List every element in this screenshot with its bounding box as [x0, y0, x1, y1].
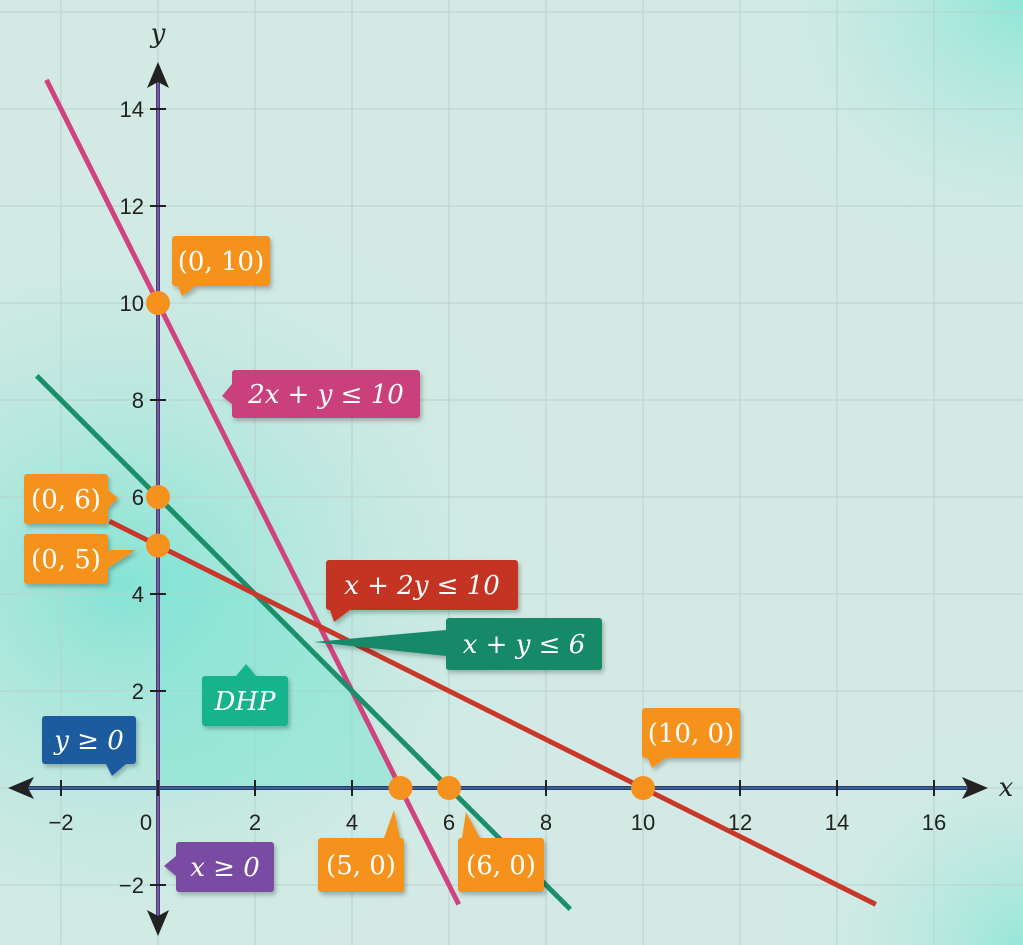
x-tick-label: 6	[443, 810, 455, 835]
label-region: DHP	[202, 664, 288, 726]
label-ineq-x-plus-y-pointer	[314, 630, 446, 656]
point-label-0-6-text: (0, 6)	[31, 485, 101, 515]
point-label-0-10-text: (0, 10)	[178, 247, 264, 277]
label-ineq-x-plus-y-text: x + y ≤ 6	[463, 630, 586, 660]
point-label-5-0-pointer	[384, 810, 400, 838]
y-axis-arrow-bottom	[147, 910, 169, 936]
point-label-10-0-box	[642, 708, 740, 758]
y-tick-label: −2	[119, 873, 144, 898]
points	[146, 291, 655, 800]
x-tick-label: 4	[346, 810, 358, 835]
label-region-pointer	[236, 664, 256, 676]
series-line-3	[108, 519, 877, 907]
label-ineq-x-plus-y-box	[446, 618, 602, 670]
y-tick-label: 8	[132, 388, 144, 413]
y-tick-label: 12	[120, 194, 144, 219]
label-x-geq-0-text: x ≥ 0	[190, 853, 260, 883]
series-lines	[34, 78, 877, 912]
y-axis-label: y	[150, 19, 166, 49]
label-x-geq-0-box	[176, 842, 274, 892]
point-label-5-0-box	[318, 838, 404, 892]
point-label-0-5-box	[24, 534, 108, 584]
x-tick-label: 16	[922, 810, 946, 835]
series-line-1	[44, 78, 461, 906]
label-ineq-2x-plus-y-text: 2x + y ≤ 10	[247, 380, 404, 410]
label-y-geq-0-box	[42, 716, 136, 764]
x-tick-label: −2	[48, 810, 73, 835]
label-x-geq-0: x ≥ 0	[164, 842, 274, 892]
label-ineq-x-plus-2y-text: x + 2y ≤ 10	[344, 571, 500, 601]
x-axis-arrow-right	[962, 777, 988, 799]
point-label-0-6-pointer	[108, 490, 118, 508]
point-label-5-0: (5, 0)	[318, 810, 404, 892]
x-tick-label: 14	[825, 810, 849, 835]
point-label-6-0-text: (6, 0)	[466, 851, 536, 881]
point-label-10-0-pointer	[648, 758, 666, 768]
x-tick-label: 0	[140, 810, 152, 835]
point-5-0	[388, 776, 413, 800]
label-x-geq-0-pointer	[164, 856, 176, 876]
label-ineq-2x-plus-y-pointer	[222, 384, 232, 404]
label-ineq-x-plus-y: x + y ≤ 6	[314, 618, 602, 670]
point-label-0-10-pointer	[178, 286, 196, 296]
y-tick-label: 14	[120, 97, 144, 122]
x-tick-label: 2	[249, 810, 261, 835]
y-tick-label: 10	[120, 291, 144, 316]
y-axis-arrow-top	[147, 62, 169, 88]
label-y-geq-0: y ≥ 0	[42, 716, 136, 776]
point-label-6-0-pointer	[462, 812, 480, 838]
point-10-0	[631, 776, 655, 800]
point-0-10	[146, 291, 170, 315]
x-tick-label: 8	[540, 810, 552, 835]
label-ineq-2x-plus-y-box	[232, 370, 420, 418]
label-ineq-x-plus-2y-pointer	[330, 610, 350, 622]
y-tick-label: 6	[132, 485, 144, 510]
point-label-5-0-text: (5, 0)	[326, 851, 396, 881]
label-region-text: DHP	[213, 687, 276, 717]
point-6-0	[437, 776, 461, 800]
feasible-region	[158, 545, 401, 788]
label-y-geq-0-text: y ≥ 0	[53, 726, 124, 756]
point-label-10-0-text: (10, 0)	[648, 719, 734, 749]
label-region-box	[202, 676, 288, 726]
point-label-6-0-box	[458, 838, 544, 892]
label-y-geq-0-pointer	[106, 764, 126, 776]
y-tick-label: 2	[132, 679, 144, 704]
point-label-0-5-text: (0, 5)	[31, 545, 101, 575]
point-label-0-10: (0, 10)	[172, 236, 270, 296]
x-axis-arrow-left	[8, 777, 34, 799]
point-0-5	[146, 533, 170, 558]
point-label-0-5-pointer	[108, 550, 136, 568]
x-tick-label: 10	[631, 810, 655, 835]
point-label-0-10-box	[172, 236, 270, 286]
point-0-6	[146, 485, 170, 509]
feasible-region-area	[158, 545, 401, 788]
y-tick-label: 4	[132, 582, 144, 607]
series-line-2	[34, 373, 573, 912]
label-ineq-x-plus-2y-box	[326, 560, 518, 610]
label-ineq-2x-plus-y: 2x + y ≤ 10	[222, 370, 420, 418]
point-label-6-0: (6, 0)	[458, 812, 544, 892]
point-label-10-0: (10, 0)	[642, 708, 740, 768]
point-label-0-5: (0, 5)	[24, 534, 136, 584]
annotations: (0, 10)(0, 6)(0, 5)(5, 0) (6, 0)(10, 0)2x…	[24, 236, 740, 892]
x-axis-label: x	[999, 773, 1014, 803]
label-ineq-x-plus-2y: x + 2y ≤ 10	[326, 560, 518, 622]
point-label-0-6: (0, 6)	[24, 474, 118, 524]
point-label-0-6-box	[24, 474, 108, 524]
